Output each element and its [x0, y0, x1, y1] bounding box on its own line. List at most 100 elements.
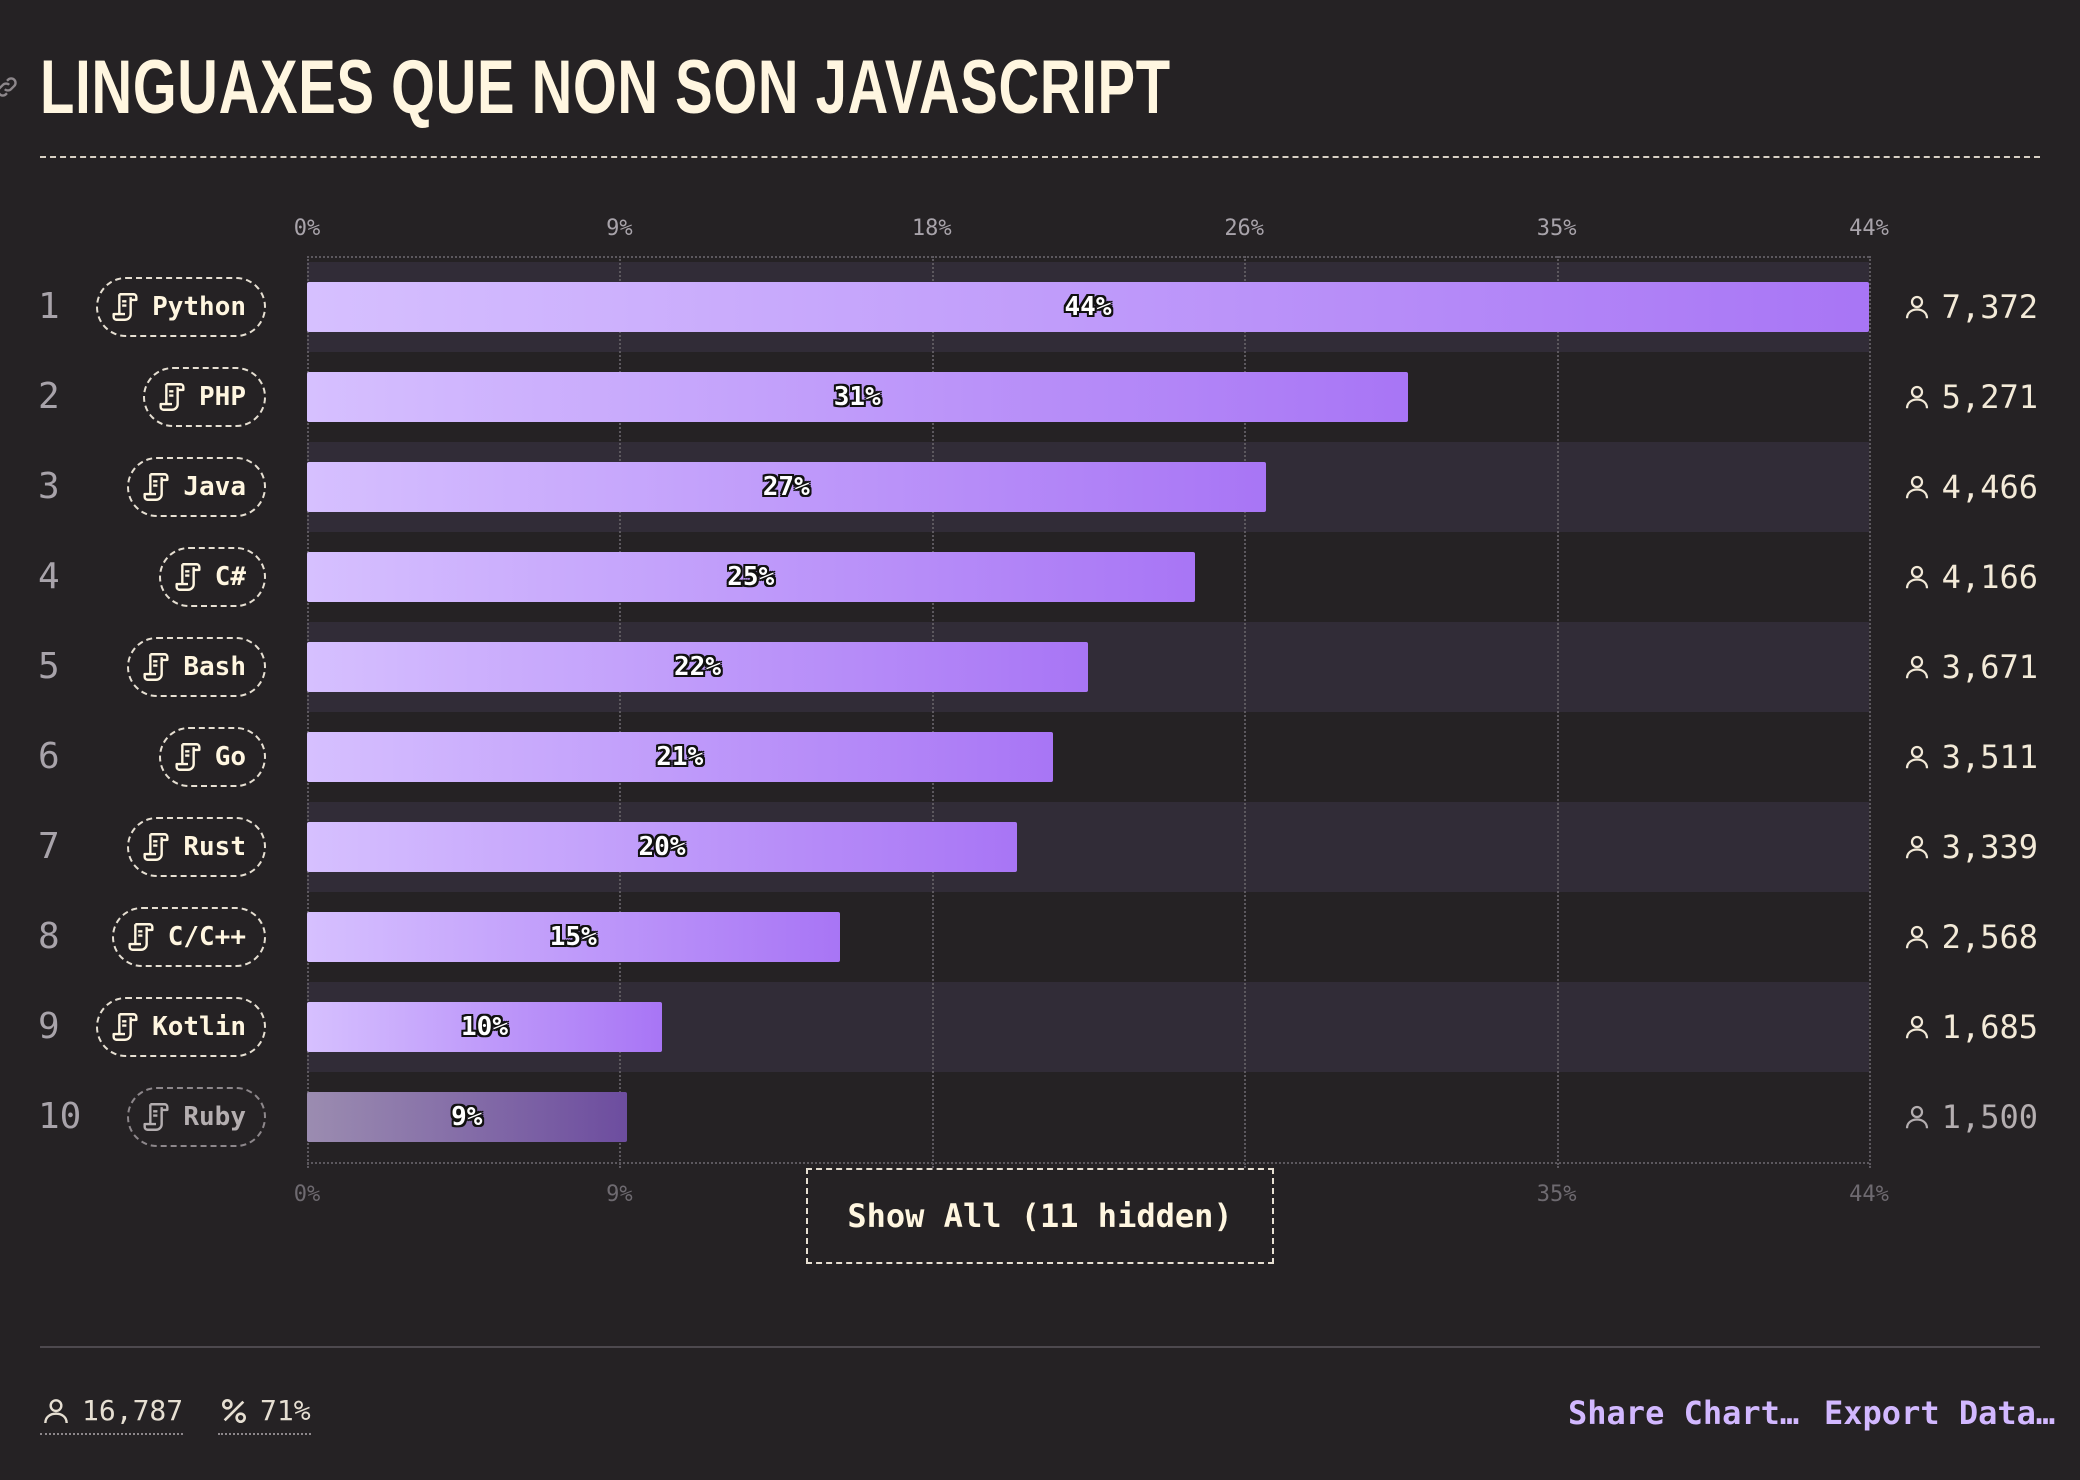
- row-rank: 9: [38, 1006, 60, 1047]
- language-tag[interactable]: PHP: [143, 367, 266, 427]
- language-name: PHP: [199, 382, 246, 412]
- row-rank: 3: [38, 466, 60, 507]
- row-rank: 4: [38, 556, 60, 597]
- row-rank: 7: [38, 826, 60, 867]
- scroll-icon: [112, 293, 138, 321]
- bar-value-label: 27%: [762, 472, 810, 502]
- row-rank: 1: [38, 286, 60, 327]
- grid-line: [1244, 256, 1247, 1168]
- person-icon: [1905, 295, 1928, 319]
- count-value: 1,500: [1941, 1098, 2038, 1136]
- scroll-icon: [143, 833, 169, 861]
- row-rank: 10: [38, 1096, 82, 1137]
- language-tag[interactable]: C/C++: [111, 907, 266, 967]
- language-name: Bash: [183, 652, 246, 682]
- bar-value-label: 9%: [451, 1102, 483, 1132]
- scroll-icon: [128, 923, 154, 951]
- language-tag[interactable]: Python: [96, 277, 266, 337]
- title-divider: [40, 156, 2040, 158]
- x-tick-label-bottom: 44%: [1849, 1182, 1889, 1207]
- bar-value-label: 20%: [638, 832, 686, 862]
- language-tag[interactable]: C#: [158, 547, 266, 607]
- bar[interactable]: [307, 1092, 627, 1142]
- person-icon: [1905, 565, 1928, 589]
- x-tick-label-bottom: 0%: [293, 1182, 321, 1207]
- export-data-link[interactable]: Export Data…: [1824, 1394, 2056, 1432]
- language-tag[interactable]: Ruby: [127, 1087, 266, 1147]
- bar[interactable]: [307, 732, 1053, 782]
- count-value: 5,271: [1941, 378, 2038, 416]
- scroll-icon: [143, 1103, 169, 1131]
- link-icon[interactable]: [0, 74, 20, 100]
- axis-line-bottom: [307, 1162, 1869, 1164]
- bar[interactable]: [307, 372, 1408, 422]
- language-name: C#: [214, 562, 246, 592]
- language-name: Kotlin: [152, 1012, 246, 1042]
- row-rank: 2: [38, 376, 60, 417]
- person-icon: [44, 1398, 68, 1423]
- axis-line-top: [307, 256, 1869, 258]
- language-name: Java: [183, 472, 246, 502]
- bar-value-label: 44%: [1064, 292, 1112, 322]
- count-value: 3,671: [1941, 648, 2038, 686]
- percentage-value: 71%: [260, 1394, 311, 1427]
- footer-divider: [40, 1346, 2040, 1348]
- respondents-value: 16,787: [82, 1394, 184, 1427]
- grid-line: [619, 256, 622, 1168]
- language-tag[interactable]: Bash: [127, 637, 266, 697]
- x-tick-label-top: 35%: [1536, 216, 1577, 241]
- language-name: Rust: [183, 832, 246, 862]
- bar[interactable]: [307, 282, 1869, 332]
- language-tag[interactable]: Rust: [127, 817, 266, 877]
- x-tick-label-top: 18%: [911, 216, 952, 241]
- language-tag[interactable]: Kotlin: [96, 997, 266, 1057]
- bar-value-label: 25%: [727, 562, 775, 592]
- person-icon: [1905, 385, 1928, 409]
- count-value: 3,511: [1941, 738, 2038, 776]
- scroll-icon: [175, 563, 201, 591]
- respondent-count: 5,271: [1902, 352, 2038, 442]
- bar-value-label: 22%: [674, 652, 721, 682]
- scroll-icon: [159, 383, 185, 411]
- show-all-button[interactable]: Show All (11 hidden): [806, 1168, 1274, 1264]
- bar[interactable]: [307, 462, 1266, 512]
- grid-line: [1869, 256, 1871, 1168]
- total-respondents[interactable]: 16,787: [40, 1394, 184, 1435]
- x-tick-label-top: 44%: [1849, 216, 1889, 241]
- x-tick-label-bottom: 35%: [1536, 1182, 1577, 1207]
- person-icon: [1905, 655, 1928, 679]
- person-icon: [1905, 1105, 1928, 1129]
- bar[interactable]: [307, 1002, 662, 1052]
- row-rank: 6: [38, 736, 60, 777]
- language-tag[interactable]: Go: [158, 727, 266, 787]
- grid-line: [1556, 256, 1559, 1168]
- count-value: 1,685: [1941, 1008, 2038, 1046]
- count-value: 3,339: [1941, 828, 2038, 866]
- respondent-count: 1,500: [1902, 1072, 2038, 1162]
- x-tick-label-top: 26%: [1224, 216, 1265, 241]
- scroll-icon: [175, 743, 201, 771]
- scroll-icon: [112, 1013, 138, 1041]
- bar[interactable]: [307, 822, 1017, 872]
- grid-line: [931, 256, 934, 1168]
- row-rank: 8: [38, 916, 60, 957]
- page-title: LINGUAXES QUE NON SON JAVASCRIPT: [40, 45, 1171, 130]
- respondent-count: 3,511: [1902, 712, 2038, 802]
- language-tag[interactable]: Java: [127, 457, 266, 517]
- language-name: Ruby: [183, 1102, 246, 1132]
- respondent-count: 3,339: [1902, 802, 2038, 892]
- respondent-count: 1,685: [1902, 982, 2038, 1072]
- bar[interactable]: [307, 552, 1195, 602]
- bar[interactable]: [307, 642, 1088, 692]
- bar[interactable]: [307, 912, 840, 962]
- scroll-icon: [143, 653, 169, 681]
- respondent-count: 7,372: [1902, 262, 2038, 352]
- x-tick-label-bottom: 9%: [606, 1182, 633, 1207]
- x-tick-label-top: 0%: [293, 216, 321, 241]
- share-chart-link[interactable]: Share Chart…: [1568, 1394, 1800, 1432]
- respondent-count: 2,568: [1902, 892, 2038, 982]
- respondent-count: 3,671: [1902, 622, 2038, 712]
- completion-percentage[interactable]: 71%: [218, 1394, 311, 1435]
- bar-value-label: 31%: [833, 382, 881, 412]
- bar-value-label: 15%: [549, 922, 597, 952]
